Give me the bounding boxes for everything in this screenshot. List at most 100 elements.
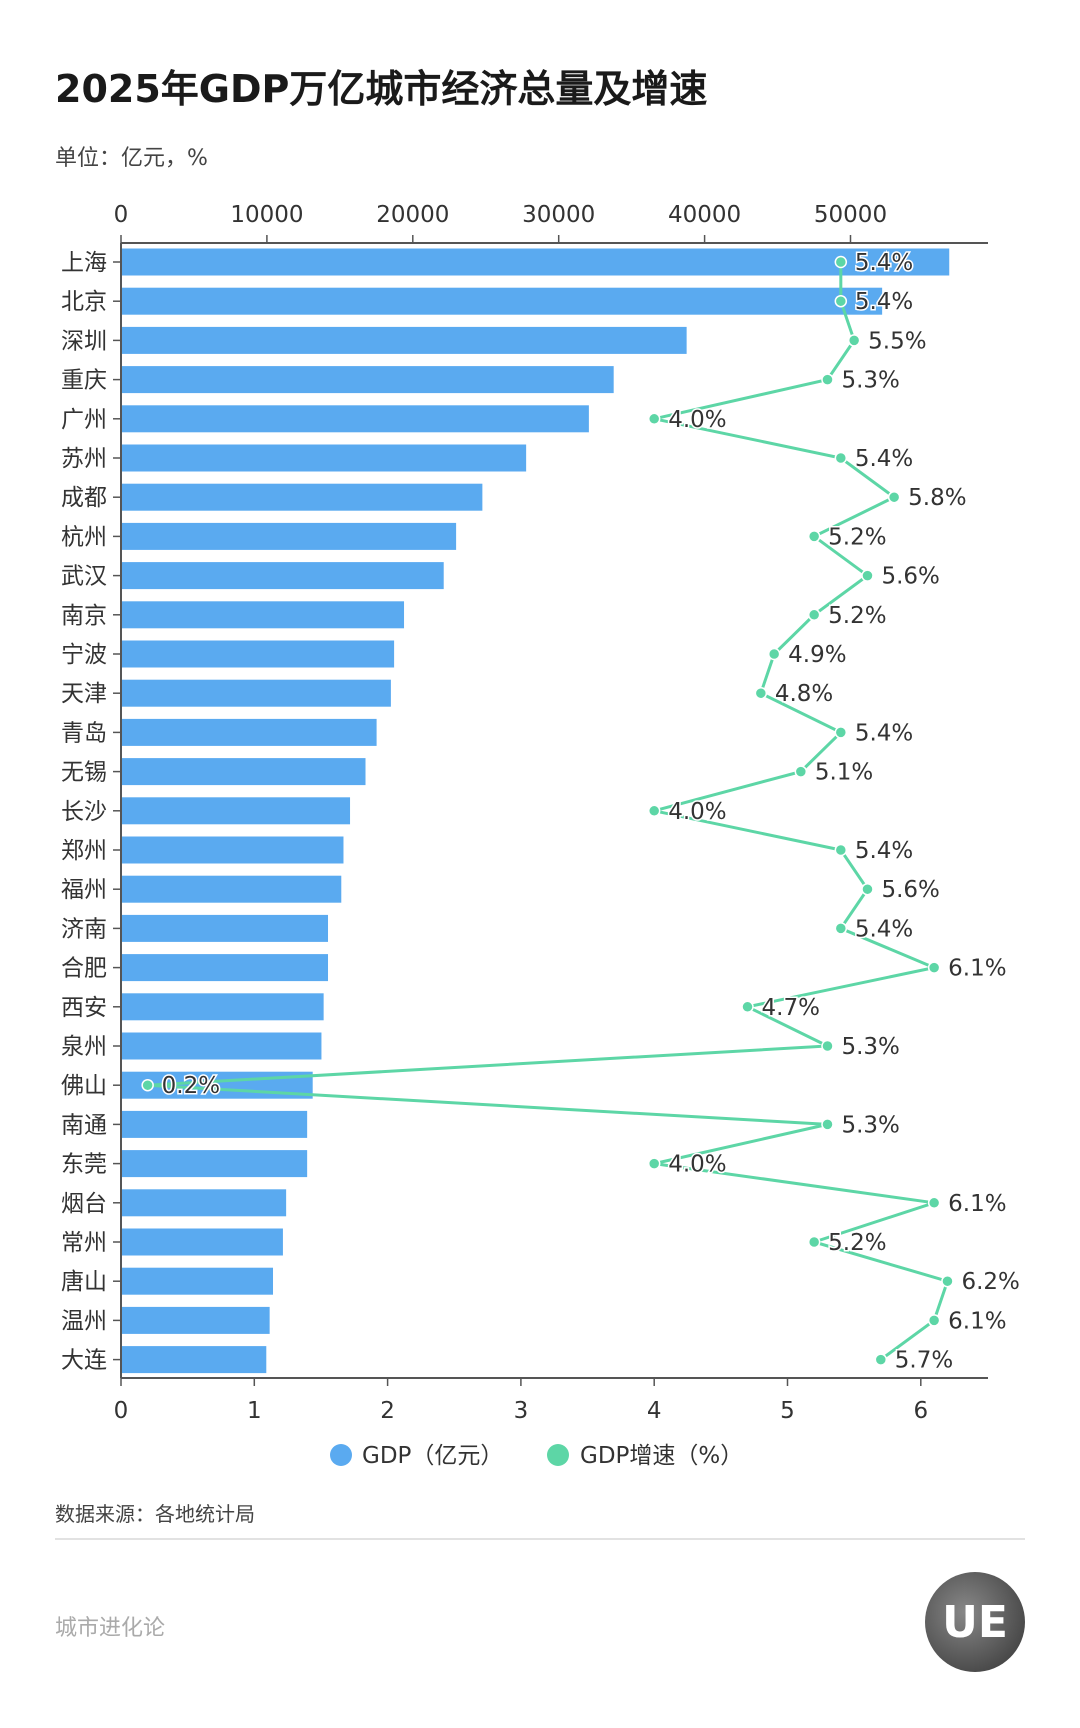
growth-label: 0.2% xyxy=(162,1073,220,1099)
chart: 0 10000 20000 30000 40000 50000 0 1 2 3 4 5 6 上海北京深圳重… xyxy=(61,202,1021,1469)
category-label: 南京 xyxy=(61,603,107,629)
category-label: 泉州 xyxy=(61,1034,107,1060)
category-label: 烟台 xyxy=(61,1191,107,1217)
growth-point xyxy=(834,843,848,857)
unit-label: 单位：亿元，% xyxy=(55,146,208,171)
category-label: 杭州 xyxy=(61,524,107,550)
category-label: 东莞 xyxy=(61,1152,107,1178)
growth-label: 5.7% xyxy=(895,1348,953,1374)
category-label: 南通 xyxy=(61,1112,107,1138)
bottom-tick-label: 4 xyxy=(647,1398,662,1424)
growth-point xyxy=(927,1196,941,1210)
growth-label: 6.1% xyxy=(948,1191,1006,1217)
gdp-bar xyxy=(122,366,614,394)
growth-label: 4.9% xyxy=(788,642,846,668)
gdp-bar xyxy=(122,1110,308,1138)
category-label: 西安 xyxy=(61,995,107,1021)
category-label: 唐山 xyxy=(61,1269,107,1295)
gdp-bar xyxy=(122,522,457,550)
gdp-bar xyxy=(122,248,950,276)
growth-point xyxy=(807,1235,821,1249)
brand-name: 城市进化论 xyxy=(55,1616,166,1641)
chart-title: 2025年GDP万亿城市经济总量及增速 xyxy=(55,67,708,111)
legend-gdp-label: GDP（亿元） xyxy=(362,1443,503,1469)
growth-point xyxy=(141,1078,154,1092)
growth-point xyxy=(941,1274,954,1288)
top-tick-label: 0 xyxy=(114,202,129,228)
growth-label: 5.2% xyxy=(828,1230,886,1256)
growth-label: 5.6% xyxy=(881,877,939,903)
bottom-tick-label: 0 xyxy=(114,1398,129,1424)
category-label: 佛山 xyxy=(61,1073,107,1099)
gdp-bar xyxy=(122,1267,274,1295)
growth-label: 4.7% xyxy=(762,995,820,1021)
growth-point xyxy=(887,490,901,504)
category-label: 武汉 xyxy=(61,564,107,590)
gdp-bar xyxy=(122,287,883,315)
divider xyxy=(55,1538,1025,1540)
growth-label: 5.3% xyxy=(841,368,899,394)
source-note: 数据来源：各地统计局 xyxy=(55,1502,255,1526)
category-label: 合肥 xyxy=(61,956,107,982)
gdp-bar xyxy=(122,640,395,668)
category-label: 北京 xyxy=(61,289,107,315)
growth-point xyxy=(834,922,848,935)
growth-point xyxy=(647,1157,661,1170)
category-label: 福州 xyxy=(61,877,107,903)
growth-label: 5.4% xyxy=(855,916,913,942)
gdp-bar xyxy=(122,914,329,942)
category-label: 长沙 xyxy=(61,799,107,825)
category-label: 郑州 xyxy=(61,838,107,864)
growth-label: 5.3% xyxy=(841,1112,899,1138)
top-tick-label: 50000 xyxy=(814,202,887,228)
gdp-bar xyxy=(122,836,344,864)
gdp-bar xyxy=(122,601,405,629)
growth-point xyxy=(794,765,808,778)
category-label: 宁波 xyxy=(61,642,107,668)
growth-point xyxy=(821,373,834,386)
growth-label: 4.0% xyxy=(668,407,726,433)
bottom-tick-label: 5 xyxy=(780,1398,795,1424)
category-label: 上海 xyxy=(61,250,107,276)
top-tick-label: 30000 xyxy=(522,202,595,228)
growth-point xyxy=(807,608,821,622)
growth-label: 5.4% xyxy=(855,289,913,315)
growth-label: 5.4% xyxy=(855,446,913,472)
category-label: 大连 xyxy=(61,1348,107,1374)
growth-label: 5.4% xyxy=(855,720,913,746)
growth-label: 4.0% xyxy=(668,799,726,825)
category-label: 成都 xyxy=(61,485,107,511)
category-label: 深圳 xyxy=(61,328,107,354)
growth-label: 6.2% xyxy=(961,1269,1019,1295)
gdp-bar xyxy=(122,1032,322,1060)
gdp-bar xyxy=(122,1346,267,1374)
growth-point xyxy=(927,961,941,974)
growth-label: 5.2% xyxy=(828,603,886,629)
category-label: 济南 xyxy=(61,916,107,942)
gdp-bar xyxy=(122,562,444,590)
gdp-bar xyxy=(122,758,366,786)
growth-label: 5.4% xyxy=(855,250,913,276)
growth-point xyxy=(834,294,848,308)
growth-point xyxy=(647,412,661,426)
growth-point xyxy=(821,1118,834,1131)
growth-point xyxy=(861,882,874,896)
growth-label: 5.4% xyxy=(855,838,913,864)
growth-point xyxy=(834,726,848,739)
gdp-bar xyxy=(122,718,377,746)
category-label: 常州 xyxy=(61,1230,107,1256)
top-tick-label: 40000 xyxy=(668,202,741,228)
gdp-bar xyxy=(122,1228,283,1256)
category-label: 青岛 xyxy=(61,720,107,746)
category-label: 无锡 xyxy=(61,760,107,786)
gdp-bar xyxy=(122,875,342,903)
category-label: 温州 xyxy=(61,1308,107,1334)
growth-point xyxy=(821,1039,834,1053)
top-tick-label: 10000 xyxy=(230,202,303,228)
gdp-bar xyxy=(122,326,687,354)
growth-point xyxy=(807,530,821,543)
category-label: 天津 xyxy=(61,681,107,707)
growth-label: 5.2% xyxy=(828,524,886,550)
gdp-bar xyxy=(122,993,324,1021)
growth-point xyxy=(874,1353,888,1366)
